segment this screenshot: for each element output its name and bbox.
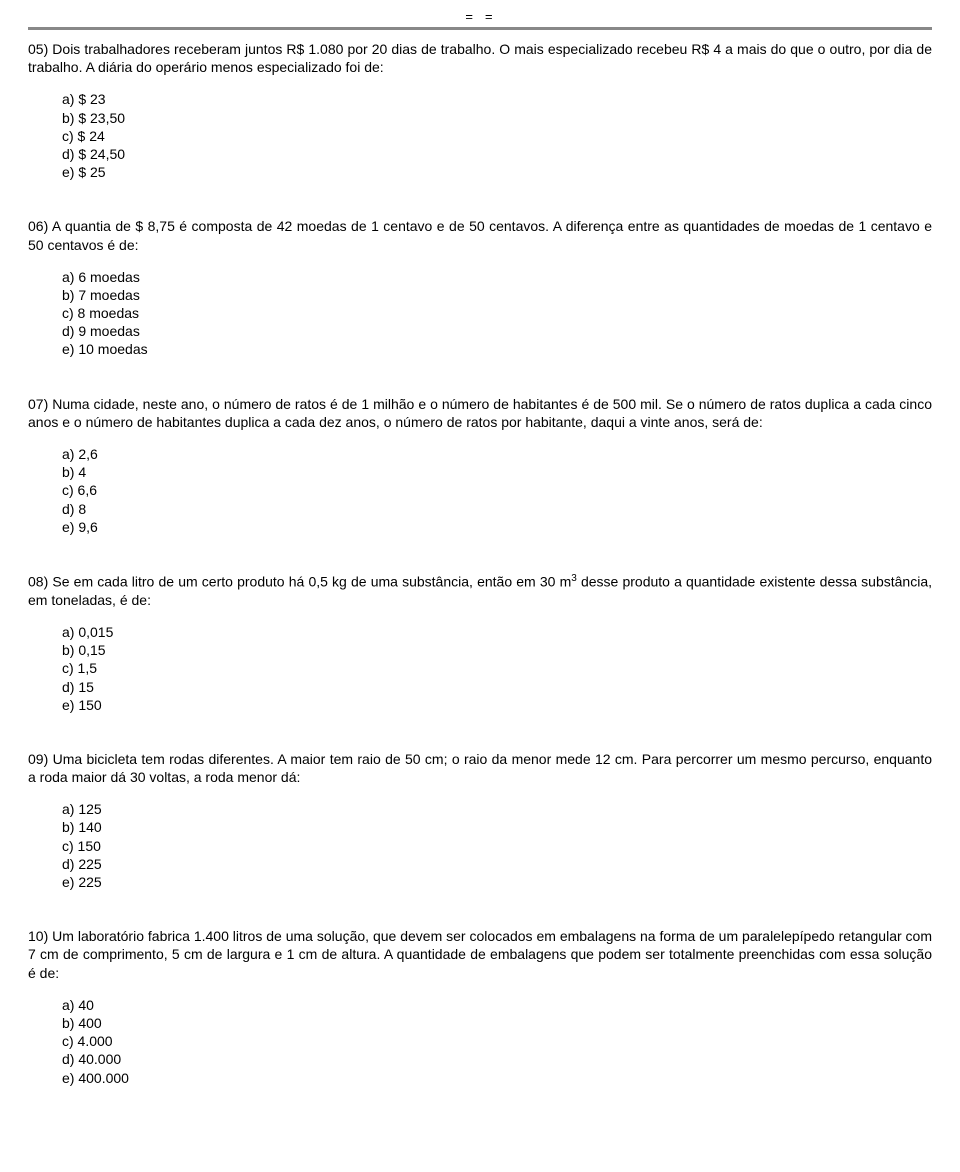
question-08: 08) Se em cada litro de um certo produto…: [28, 572, 932, 714]
question-09: 09) Uma bicicleta tem rodas diferentes. …: [28, 750, 932, 891]
option-c: c) 1,5: [62, 659, 932, 677]
option-a: a) 2,6: [62, 445, 932, 463]
question-text: 09) Uma bicicleta tem rodas diferentes. …: [28, 750, 932, 786]
options: a) 0,015 b) 0,15 c) 1,5 d) 15 e) 150: [28, 623, 932, 714]
options: a) 125 b) 140 c) 150 d) 225 e) 225: [28, 800, 932, 891]
option-c: c) 6,6: [62, 481, 932, 499]
option-b: b) 400: [62, 1014, 932, 1032]
options: a) 6 moedas b) 7 moedas c) 8 moedas d) 9…: [28, 268, 932, 359]
option-b: b) 4: [62, 463, 932, 481]
options: a) 40 b) 400 c) 4.000 d) 40.000 e) 400.0…: [28, 996, 932, 1087]
question-text: 08) Se em cada litro de um certo produto…: [28, 572, 932, 609]
option-a: a) $ 23: [62, 90, 932, 108]
question-text: 07) Numa cidade, neste ano, o número de …: [28, 395, 932, 431]
top-marks: = =: [28, 10, 932, 25]
option-d: d) $ 24,50: [62, 145, 932, 163]
options: a) $ 23 b) $ 23,50 c) $ 24 d) $ 24,50 e)…: [28, 90, 932, 181]
question-text: 06) A quantia de $ 8,75 é composta de 42…: [28, 217, 932, 253]
option-c: c) 4.000: [62, 1032, 932, 1050]
option-a: a) 40: [62, 996, 932, 1014]
option-b: b) $ 23,50: [62, 109, 932, 127]
option-d: d) 225: [62, 855, 932, 873]
option-e: e) 9,6: [62, 518, 932, 536]
option-c: c) 150: [62, 837, 932, 855]
option-d: d) 15: [62, 678, 932, 696]
question-10: 10) Um laboratório fabrica 1.400 litros …: [28, 927, 932, 1087]
option-e: e) 10 moedas: [62, 340, 932, 358]
option-e: e) 150: [62, 696, 932, 714]
top-rule: [28, 27, 932, 30]
options: a) 2,6 b) 4 c) 6,6 d) 8 e) 9,6: [28, 445, 932, 536]
question-text: 05) Dois trabalhadores receberam juntos …: [28, 40, 932, 76]
question-text: 10) Um laboratório fabrica 1.400 litros …: [28, 927, 932, 982]
option-b: b) 0,15: [62, 641, 932, 659]
question-05: 05) Dois trabalhadores receberam juntos …: [28, 40, 932, 181]
option-c: c) 8 moedas: [62, 304, 932, 322]
option-d: d) 40.000: [62, 1050, 932, 1068]
option-b: b) 140: [62, 818, 932, 836]
question-text-pre: 08) Se em cada litro de um certo produto…: [28, 574, 571, 590]
question-06: 06) A quantia de $ 8,75 é composta de 42…: [28, 217, 932, 358]
option-d: d) 9 moedas: [62, 322, 932, 340]
option-c: c) $ 24: [62, 127, 932, 145]
question-07: 07) Numa cidade, neste ano, o número de …: [28, 395, 932, 536]
option-e: e) $ 25: [62, 163, 932, 181]
option-e: e) 225: [62, 873, 932, 891]
option-e: e) 400.000: [62, 1069, 932, 1087]
option-b: b) 7 moedas: [62, 286, 932, 304]
option-a: a) 6 moedas: [62, 268, 932, 286]
option-d: d) 8: [62, 500, 932, 518]
option-a: a) 125: [62, 800, 932, 818]
option-a: a) 0,015: [62, 623, 932, 641]
